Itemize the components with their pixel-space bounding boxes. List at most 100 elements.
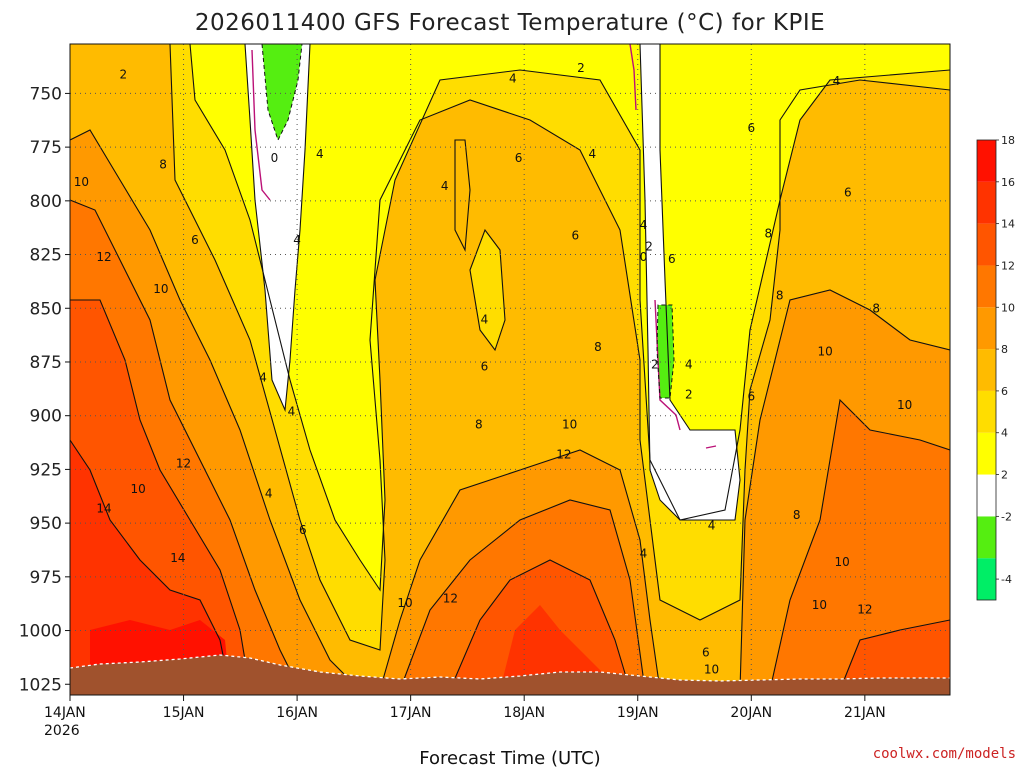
contour-label: 4: [685, 357, 693, 371]
contour-label: 4: [441, 179, 449, 193]
colorbar-tick-label: -4: [1001, 573, 1012, 586]
contour-label: 10: [130, 482, 145, 496]
contour-label: 0: [640, 250, 648, 264]
contour-label: 4: [509, 72, 517, 86]
x-tick-label: 14JAN: [44, 705, 86, 721]
colorbar-swatch: [977, 390, 996, 433]
contour-label: 4: [833, 74, 841, 88]
colorbar-swatch: [977, 223, 996, 266]
green-contours: [261, 44, 675, 399]
x-tick-label: 16JAN: [276, 705, 318, 721]
colorbar-swatch: [977, 516, 996, 559]
y-tick-label: 900: [30, 407, 62, 427]
contour-label: 4: [259, 370, 267, 384]
contour-label: 4: [640, 218, 648, 232]
contour-lines: [70, 44, 950, 691]
colorbar-tick-label: 8: [1001, 343, 1008, 356]
colorbar-tick-label: 16: [1001, 176, 1015, 189]
grid-lines: [70, 44, 950, 695]
colorbar-swatch: [977, 307, 996, 350]
y-tick-label: 1000: [19, 622, 62, 642]
contour-label: 4: [288, 405, 296, 419]
contour-label: 10: [397, 596, 412, 610]
colorbar-swatch: [977, 181, 996, 224]
y-tick-label: 1025: [19, 675, 62, 695]
colorbar-tick-label: 6: [1001, 385, 1008, 398]
y-tick-label: 800: [30, 192, 62, 212]
contour-label: 6: [515, 151, 523, 165]
credit-text: coolwx.com/models: [873, 746, 1016, 762]
x-tick-label: 19JAN: [617, 705, 659, 721]
contour-label: 12: [176, 456, 191, 470]
y-tick-label: 925: [30, 460, 62, 480]
plot-frame: [69, 43, 951, 696]
contour-label: 8: [765, 226, 773, 240]
green-pocket-19jan: [657, 305, 674, 398]
contour-label: 2: [577, 61, 585, 75]
contour-label: 6: [571, 229, 579, 243]
contour-label: 6: [481, 360, 489, 374]
contour-label: 6: [747, 121, 755, 135]
contour-label: 14: [170, 551, 185, 565]
contour-label: 4: [293, 233, 301, 247]
contour-label: 8: [159, 158, 167, 172]
contour-label: 2: [645, 239, 653, 253]
contour-label: 12: [96, 250, 111, 264]
contour-label: 0: [271, 151, 279, 165]
y-tick-label: 975: [30, 568, 62, 588]
colorbar-tick-label: 14: [1001, 218, 1015, 231]
contour-label: 10: [812, 598, 827, 612]
x-tick-label: 17JAN: [390, 705, 432, 721]
contour-label: 6: [702, 645, 710, 659]
contour-label: 14: [96, 501, 111, 515]
contour-label: 10: [897, 398, 912, 412]
colorbar-tick-label: 10: [1001, 301, 1015, 314]
x-year-label: 2026: [44, 723, 80, 739]
contour-label: 10: [562, 418, 577, 432]
colorbar-tick-label: 12: [1001, 259, 1015, 272]
colorbar-frame: [976, 139, 997, 601]
x-tick-label: 20JAN: [730, 705, 772, 721]
contour-label: 6: [747, 390, 755, 404]
contour-label: 10: [704, 663, 719, 677]
contour-label: 8: [872, 302, 880, 316]
colorbar-swatch: [977, 265, 996, 308]
freeze-pocket-19jan: [640, 44, 740, 520]
contour-label: 4: [481, 312, 489, 326]
surface-terrain: [70, 655, 950, 695]
y-axis: 750 775 800 825 850 875 900 925 950 975 1000 1025: [19, 84, 70, 695]
contour-label: 12: [556, 448, 571, 462]
y-tick-label: 850: [30, 299, 62, 319]
contour-label: 2: [120, 67, 128, 81]
colorbar-swatch: [977, 140, 996, 182]
contour-label: 10: [74, 175, 89, 189]
contour-label: 4: [265, 486, 273, 500]
freeze-pocket-15jan: [245, 44, 310, 410]
contour-label: 6: [844, 186, 852, 200]
contour-label: 12: [443, 592, 458, 606]
contour-label: 4: [316, 147, 324, 161]
colorbar-swatch: [977, 474, 996, 517]
colorbar-swatch: [977, 558, 996, 600]
contour-label: 6: [191, 233, 199, 247]
contour-label: 2: [651, 357, 659, 371]
colorbar-tick-label: -2: [1001, 510, 1012, 523]
contour-label: 4: [708, 519, 716, 533]
x-axis: 14JAN 15JAN 16JAN 17JAN 18JAN 19JAN 20JAN 21JAN…: [44, 695, 886, 739]
contour-label: 10: [817, 345, 832, 359]
contour-label: 4: [640, 546, 648, 560]
y-tick-label: 750: [30, 84, 62, 104]
colorbar-swatch: [977, 432, 996, 475]
contour-label: 8: [475, 418, 483, 432]
contour-label: 4: [589, 147, 597, 161]
colorbar-tick-label: 4: [1001, 427, 1008, 440]
contour-label: 10: [153, 282, 168, 296]
x-tick-label: 15JAN: [163, 705, 205, 721]
band-14-mid: [500, 605, 620, 690]
green-pocket-15jan: [262, 44, 302, 140]
x-tick-label: 18JAN: [503, 705, 545, 721]
band-12-right: [840, 620, 950, 690]
y-tick-label: 775: [30, 138, 62, 158]
